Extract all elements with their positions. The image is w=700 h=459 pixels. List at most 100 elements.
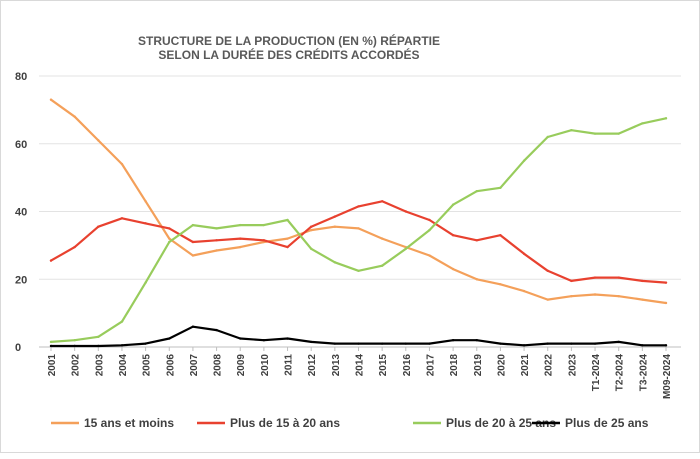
data-point [239,223,242,227]
x-tick-label: 2009 [236,354,247,377]
legend-label-2: Plus de 15 à 20 ans [230,416,340,430]
data-point [309,247,313,250]
x-tick-label: 2008 [213,354,224,377]
data-point [617,340,620,344]
data-point [168,237,171,240]
data-point [428,218,431,222]
data-point [309,228,313,232]
data-point [475,239,478,242]
data-point [144,342,147,345]
data-point [664,344,668,347]
data-point [144,281,147,284]
y-tick-label: 80 [15,71,27,83]
data-point [641,279,644,283]
data-point [546,298,549,301]
legend-label-4: Plus de 25 ans [565,416,649,430]
data-point [499,283,502,286]
data-point [357,227,360,230]
data-point [97,344,100,348]
data-point [570,279,573,283]
data-point [168,240,171,244]
data-point [262,339,266,342]
y-axis: 0 20 40 60 80 [15,71,27,354]
x-tick-label: 2001 [47,354,58,377]
data-point [546,269,549,272]
x-tick-label: 2010 [260,354,271,377]
data-point [333,342,337,345]
data-point [120,344,124,347]
data-point [49,259,53,262]
data-point [286,245,289,249]
gridlines [39,75,681,348]
y-tick-label: 60 [15,139,27,151]
data-point [451,267,455,271]
data-point [522,252,526,256]
x-tick-label: 2012 [307,354,318,377]
x-tick-label: 2014 [355,354,366,377]
data-point [593,132,597,135]
x-tick-label: 2005 [142,354,153,377]
data-point [49,344,53,348]
x-tick-label: 2013 [331,354,342,377]
data-point [664,281,668,284]
data-point [168,337,171,340]
data-point [239,245,242,249]
data-point [664,301,668,305]
data-point [404,210,408,213]
data-point [262,223,266,227]
data-point [475,339,478,342]
data-point [191,240,195,244]
data-point [97,225,100,228]
x-tick-label: T3-2024 [638,354,649,392]
chart-title-line-2: SELON LA DURÉE DES CRÉDITS ACCORDÉS [158,47,419,62]
y-tick-label: 0 [15,342,21,354]
x-tick-label: 2015 [378,354,389,377]
data-point [357,205,360,208]
legend-label-1: 15 ans et moins [84,416,174,430]
data-point [191,223,195,227]
x-axis: 2001 2002 2003 2004 2005 2006 2007 2008 2009 2010… [47,347,673,399]
x-tick-label: 2017 [425,354,436,377]
data-point [357,342,360,345]
x-tick-label: 2007 [189,354,200,377]
data-point [73,344,76,348]
data-point [239,337,242,340]
data-point [428,254,431,257]
data-point [522,289,526,293]
data-point [641,298,644,301]
x-tick-label: 2003 [94,354,105,377]
data-point [499,234,502,237]
data-point [144,200,147,203]
data-point [522,344,526,347]
data-point [73,115,76,118]
x-tick-label: M09-2024 [662,354,673,399]
data-point [428,228,431,232]
data-point [617,276,620,279]
x-tick-label: 2006 [165,354,176,377]
data-point [73,245,76,249]
chart-title-line-1: STRUCTURE DE LA PRODUCTION (EN %) RÉPART… [138,33,440,48]
data-point [641,122,644,125]
x-tick-label: 2011 [284,354,295,376]
data-point [168,227,171,230]
x-tick-label: 2020 [496,354,507,377]
data-point [333,261,337,264]
legend-label-3: Plus de 20 à 25 ans [446,416,556,430]
data-point [451,339,455,342]
data-point [191,254,195,257]
y-tick-label: 40 [15,207,27,219]
data-point [215,239,218,242]
data-point [499,186,502,189]
data-point [215,328,218,332]
data-point [120,320,124,323]
data-point [215,249,218,252]
data-point [475,189,478,193]
data-point [97,139,100,142]
data-point [617,132,620,135]
data-point [380,342,384,345]
data-point [380,264,384,267]
data-point [309,340,313,344]
x-tick-label: 2016 [402,354,413,377]
data-point [664,117,668,120]
